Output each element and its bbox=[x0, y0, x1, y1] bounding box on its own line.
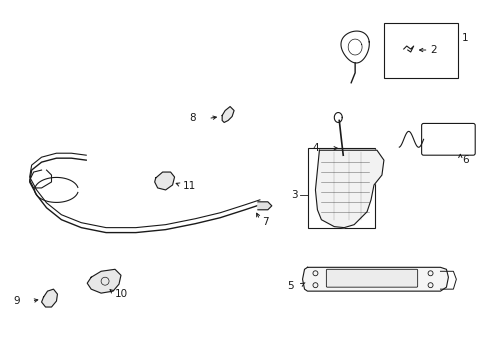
Text: 2: 2 bbox=[429, 45, 436, 55]
Polygon shape bbox=[154, 172, 174, 190]
Text: 4: 4 bbox=[312, 143, 319, 153]
Text: 5: 5 bbox=[286, 281, 293, 291]
Bar bbox=[307, 148, 374, 228]
Polygon shape bbox=[302, 267, 447, 291]
Text: 8: 8 bbox=[189, 113, 196, 123]
Text: 9: 9 bbox=[13, 296, 20, 306]
Polygon shape bbox=[257, 202, 271, 210]
Text: 6: 6 bbox=[461, 155, 468, 165]
Text: 7: 7 bbox=[262, 217, 268, 227]
FancyBboxPatch shape bbox=[325, 269, 417, 287]
Polygon shape bbox=[41, 289, 57, 307]
Text: 10: 10 bbox=[115, 289, 128, 299]
Polygon shape bbox=[315, 150, 383, 228]
Text: 1: 1 bbox=[461, 33, 468, 43]
FancyBboxPatch shape bbox=[421, 123, 474, 155]
Polygon shape bbox=[87, 269, 121, 293]
Text: 11: 11 bbox=[182, 181, 195, 191]
Polygon shape bbox=[222, 107, 234, 122]
Bar bbox=[383, 23, 457, 78]
Text: 3: 3 bbox=[290, 190, 297, 200]
